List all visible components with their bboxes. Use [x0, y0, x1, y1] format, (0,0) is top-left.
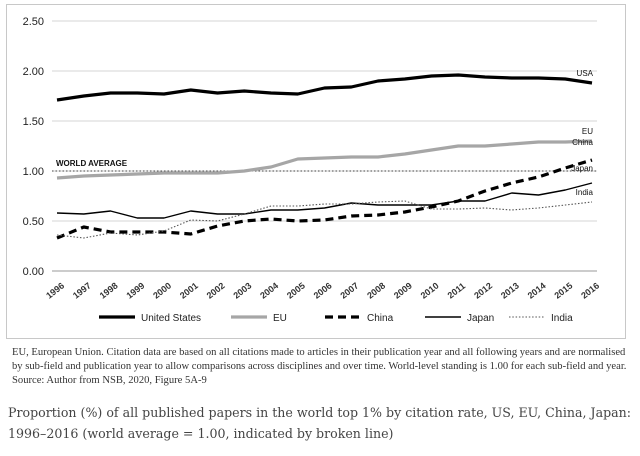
series-end-label: Japan	[571, 164, 593, 173]
x-tick-label: 2013	[499, 281, 521, 301]
series-end-label: USA	[577, 69, 594, 78]
legend-label: Japan	[467, 313, 494, 324]
x-tick-label: 2015	[552, 281, 574, 301]
x-tick-label: 2012	[472, 281, 494, 301]
x-tick-label: 1999	[124, 281, 146, 301]
series-end-label: EU	[582, 127, 593, 136]
x-tick-label: 1996	[44, 281, 66, 301]
figure-caption: Proportion (%) of all published papers i…	[8, 405, 632, 441]
series-line-india	[56, 200, 593, 239]
y-tick-label: 0.00	[23, 266, 44, 278]
series-end-label: India	[576, 188, 594, 197]
x-tick-label: 2003	[231, 281, 253, 301]
chart-note: EU, European Union. Citation data are ba…	[12, 347, 627, 386]
world-average-label: WORLD AVERAGE	[56, 159, 128, 168]
line-chart: 0.00 0.50 1.00 1.50 2.00 2.50 WORLD AVERAGE 199…	[23, 16, 602, 324]
x-tick-label: 2004	[258, 281, 280, 301]
x-tick-label: 1998	[98, 281, 120, 301]
x-tick-label: 2014	[526, 281, 548, 301]
x-tick-label: 2016	[579, 281, 601, 301]
y-tick-label: 1.00	[23, 166, 44, 178]
legend-label: India	[551, 313, 573, 324]
series-line-china	[56, 158, 593, 240]
y-tick-label: 2.50	[23, 16, 44, 28]
series-end-label: China	[572, 138, 593, 147]
y-tick-label: 0.50	[23, 216, 44, 228]
x-tick-label: 2009	[392, 281, 414, 301]
x-tick-label: 2000	[151, 281, 173, 301]
series-line-japan	[56, 182, 593, 219]
x-tick-label: 2001	[178, 281, 200, 301]
legend-label: China	[367, 313, 394, 324]
x-tick-label: 2005	[285, 281, 307, 301]
legend-label: EU	[273, 313, 287, 324]
x-tick-label: 2010	[419, 281, 441, 301]
x-tick-label: 2006	[312, 281, 334, 301]
y-tick-label: 2.00	[23, 66, 44, 78]
x-tick-label: 2008	[365, 281, 387, 301]
series-line-united-states	[56, 73, 593, 102]
x-tick-label: 2007	[338, 281, 360, 301]
legend-label: United States	[141, 313, 201, 324]
chart-panel: 0.00 0.50 1.00 1.50 2.00 2.50 WORLD AVERAGE 199…	[6, 4, 626, 339]
x-tick-label: 1997	[71, 281, 93, 301]
x-tick-label: 2002	[205, 281, 227, 301]
series-line-eu	[56, 139, 593, 180]
x-tick-label: 2011	[446, 281, 468, 301]
y-tick-label: 1.50	[23, 116, 44, 128]
